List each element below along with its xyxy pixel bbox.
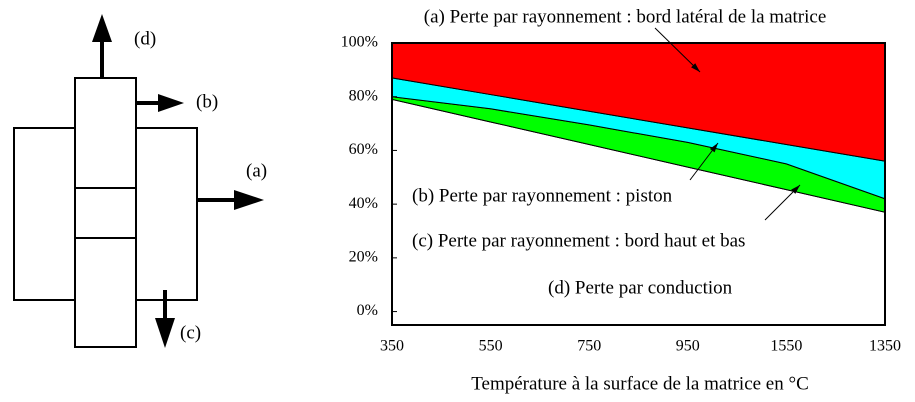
diagram-label: (d) (134, 28, 156, 49)
y-tick-label: 80% (349, 87, 378, 104)
y-tick-label: 60% (349, 141, 378, 158)
arrow-head (92, 14, 112, 42)
series-label: (d) Perte par conduction (548, 277, 733, 298)
diagram-label: (c) (180, 322, 201, 343)
plot-frame (391, 42, 886, 326)
chart: 0% 20% 40% 60% 80% 100% 350 550 750 950 1550 1350 (d… (341, 6, 901, 354)
pointer-head (691, 63, 700, 72)
x-tick-label: 350 (380, 338, 404, 355)
x-tick-label: 1350 (869, 338, 901, 355)
arrow-head (234, 190, 264, 210)
arrow-head (158, 94, 184, 112)
series-label: (b) Perte par rayonnement : piston (412, 185, 673, 206)
y-tick-label: 100% (341, 34, 378, 51)
x-tick-label: 950 (676, 338, 700, 355)
series-label: (a) Perte par rayonnement : bord latéral… (424, 6, 827, 27)
x-axis-label: Température à la surface de la matrice e… (471, 373, 809, 394)
x-tick-label: 1550 (770, 338, 802, 355)
pointer (654, 27, 701, 73)
pointer-head (791, 185, 800, 194)
y-tick-label: 0% (357, 302, 378, 319)
piston (74, 77, 137, 348)
x-tick-label: 550 (479, 338, 503, 355)
series-label: (c) Perte par rayonnement : bord haut et… (412, 230, 745, 251)
y-tick-label: 40% (349, 195, 378, 212)
x-tick-label: 750 (577, 338, 601, 355)
pointer-head (709, 143, 718, 153)
diagram-label: (a) (246, 160, 267, 181)
diagram-label: (b) (196, 91, 218, 112)
arrow-head (155, 318, 175, 348)
y-tick-label: 20% (349, 249, 378, 266)
diagram: (d) (b) (a) (c) (13, 14, 267, 348)
